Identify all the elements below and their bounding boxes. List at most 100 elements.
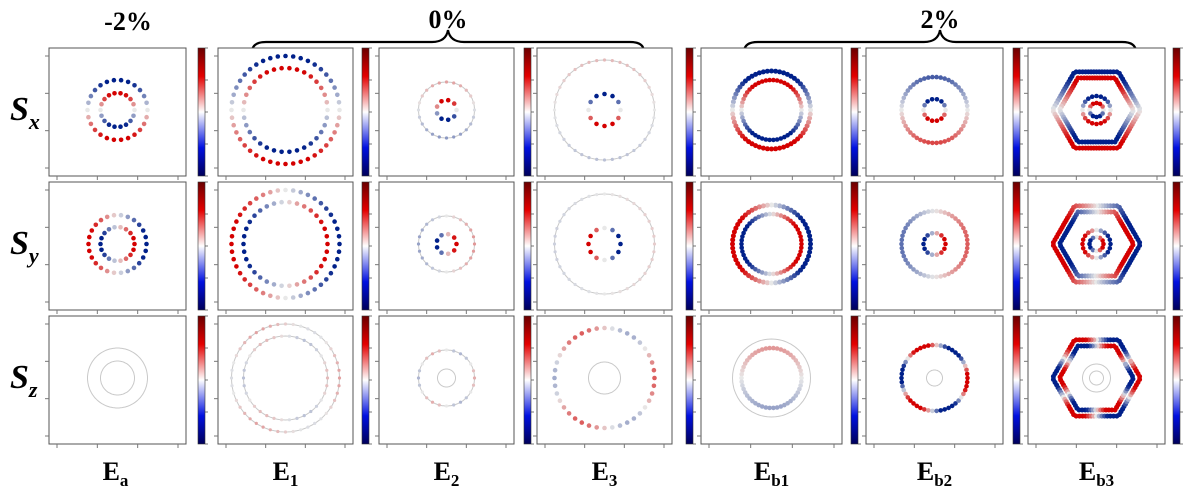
spin-point	[328, 78, 334, 84]
spin-point	[328, 212, 334, 218]
spin-point	[324, 206, 329, 211]
panel-frame	[378, 315, 515, 445]
spin-point	[946, 345, 951, 351]
spin-point	[553, 234, 557, 238]
row-label-sz: Sz	[10, 359, 38, 402]
spin-point	[252, 136, 257, 141]
spin-point	[247, 148, 253, 154]
spin-point	[942, 246, 947, 252]
spin-point	[962, 95, 968, 101]
spin-point	[638, 143, 642, 147]
spin-point	[237, 270, 243, 276]
spin-point	[234, 398, 238, 402]
spin-point	[276, 429, 280, 434]
spin-point	[276, 322, 280, 327]
spin-point	[1098, 228, 1104, 233]
colorbar	[523, 315, 532, 445]
spin-point	[961, 257, 966, 263]
spin-point	[642, 405, 648, 410]
spin-point	[903, 91, 908, 97]
spin-point	[1102, 230, 1107, 235]
spin-point	[417, 369, 422, 373]
spin-point	[253, 153, 259, 158]
spin-point	[759, 404, 765, 409]
spin-point	[1098, 121, 1104, 126]
spin-point	[454, 241, 459, 247]
spin-point	[272, 416, 276, 420]
spin-point	[586, 423, 592, 428]
spin-point	[922, 112, 927, 118]
spin-point	[586, 107, 591, 113]
spin-point	[580, 153, 584, 157]
spin-point	[131, 113, 136, 119]
spin-point	[241, 107, 246, 113]
spin-point	[92, 87, 98, 93]
spin-point	[260, 156, 266, 162]
spin-point	[965, 107, 970, 113]
panel-2-1	[375, 181, 534, 314]
spin-point	[437, 269, 441, 273]
spin-point	[807, 237, 813, 243]
spin-point	[610, 157, 614, 161]
spin-point	[797, 230, 802, 236]
spin-point	[332, 219, 337, 224]
spin-point	[319, 417, 323, 421]
spin-point	[118, 91, 123, 96]
spin-point	[98, 107, 103, 113]
spin-point	[961, 225, 966, 231]
spin-point	[901, 95, 907, 101]
spin-point	[771, 345, 776, 351]
spin-point	[949, 135, 955, 141]
spin-point	[767, 211, 772, 217]
spin-point	[946, 211, 951, 217]
spin-point	[1098, 94, 1104, 99]
spin-point	[99, 101, 104, 107]
colorbar	[850, 315, 859, 445]
spin-point	[88, 121, 94, 127]
spin-point	[425, 262, 429, 266]
col-label-sub: b1	[771, 471, 789, 490]
spin-point	[290, 295, 296, 300]
spin-point	[953, 267, 958, 272]
spin-point	[610, 255, 615, 261]
spin-point	[795, 256, 801, 261]
spin-point	[242, 368, 246, 372]
spin-point	[646, 353, 652, 358]
spin-point	[953, 82, 958, 87]
spin-point	[329, 405, 333, 409]
spin-point	[337, 376, 342, 380]
spin-point	[731, 95, 737, 101]
spin-point	[252, 348, 257, 352]
spin-point	[624, 420, 630, 425]
spin-point	[618, 156, 622, 160]
spin-point	[587, 290, 591, 294]
spin-point	[464, 128, 468, 132]
spin-point	[926, 274, 931, 279]
spin-point	[964, 115, 969, 121]
spin-point	[434, 104, 440, 109]
spin-point	[558, 85, 562, 89]
spin-point	[953, 216, 958, 221]
spin-point	[306, 327, 310, 331]
spin-point	[647, 85, 651, 89]
spin-point	[553, 100, 557, 104]
spin-point	[900, 99, 905, 105]
row-label-sub: x	[28, 109, 40, 134]
spin-point	[1105, 233, 1111, 239]
panel-5-0	[862, 47, 1023, 180]
spin-point	[616, 233, 621, 239]
spin-point	[784, 205, 790, 211]
spin-point	[252, 404, 257, 408]
spin-point	[730, 103, 736, 109]
spin-point	[469, 362, 473, 366]
spin-point	[905, 356, 911, 361]
spin-point	[335, 361, 339, 365]
spin-point	[942, 76, 947, 81]
spin-point	[102, 96, 107, 102]
spin-point	[764, 68, 770, 74]
spin-point	[961, 391, 966, 397]
col-label-sub: 3	[609, 471, 618, 490]
spin-point	[469, 94, 473, 98]
spin-point	[926, 343, 931, 348]
spin-point	[773, 280, 779, 286]
